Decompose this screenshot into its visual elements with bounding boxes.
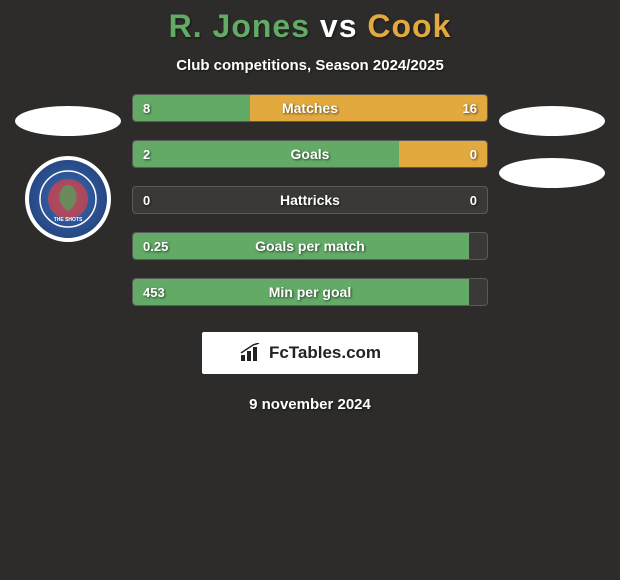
club-crest-icon: THE SHOTS bbox=[38, 169, 98, 229]
player1-club-badge: THE SHOTS bbox=[25, 156, 111, 242]
player2-ellipse-1 bbox=[499, 106, 605, 136]
stat-row: 8Matches16 bbox=[132, 94, 488, 122]
chart-icon bbox=[239, 343, 263, 363]
stat-right-value: 16 bbox=[463, 95, 477, 121]
stat-label: Goals bbox=[133, 141, 487, 167]
stat-row: 2Goals0 bbox=[132, 140, 488, 168]
player2-name: Cook bbox=[367, 8, 451, 44]
stat-label: Matches bbox=[133, 95, 487, 121]
stat-label: Hattricks bbox=[133, 187, 487, 213]
player1-ellipse bbox=[15, 106, 121, 136]
logo-text: FcTables.com bbox=[269, 343, 381, 363]
stats-bars: 8Matches162Goals00Hattricks00.25Goals pe… bbox=[128, 94, 492, 324]
comparison-card: R. Jones vs Cook Club competitions, Seas… bbox=[0, 0, 620, 413]
stat-row: 453Min per goal bbox=[132, 278, 488, 306]
stat-row: 0Hattricks0 bbox=[132, 186, 488, 214]
stat-label: Goals per match bbox=[133, 233, 487, 259]
left-side: THE SHOTS bbox=[8, 94, 128, 324]
stat-right-value: 0 bbox=[470, 187, 477, 213]
stat-label: Min per goal bbox=[133, 279, 487, 305]
svg-text:THE SHOTS: THE SHOTS bbox=[54, 217, 83, 223]
stat-row: 0.25Goals per match bbox=[132, 232, 488, 260]
source-logo: FcTables.com bbox=[202, 332, 418, 374]
content-row: THE SHOTS 8Matches162Goals00Hattricks00.… bbox=[0, 94, 620, 324]
player2-ellipse-2 bbox=[499, 158, 605, 188]
vs-label: vs bbox=[320, 8, 358, 44]
right-side bbox=[492, 94, 612, 324]
player1-name: R. Jones bbox=[169, 8, 310, 44]
date-label: 9 november 2024 bbox=[0, 396, 620, 413]
subtitle: Club competitions, Season 2024/2025 bbox=[0, 57, 620, 74]
stat-right-value: 0 bbox=[470, 141, 477, 167]
page-title: R. Jones vs Cook bbox=[0, 8, 620, 45]
